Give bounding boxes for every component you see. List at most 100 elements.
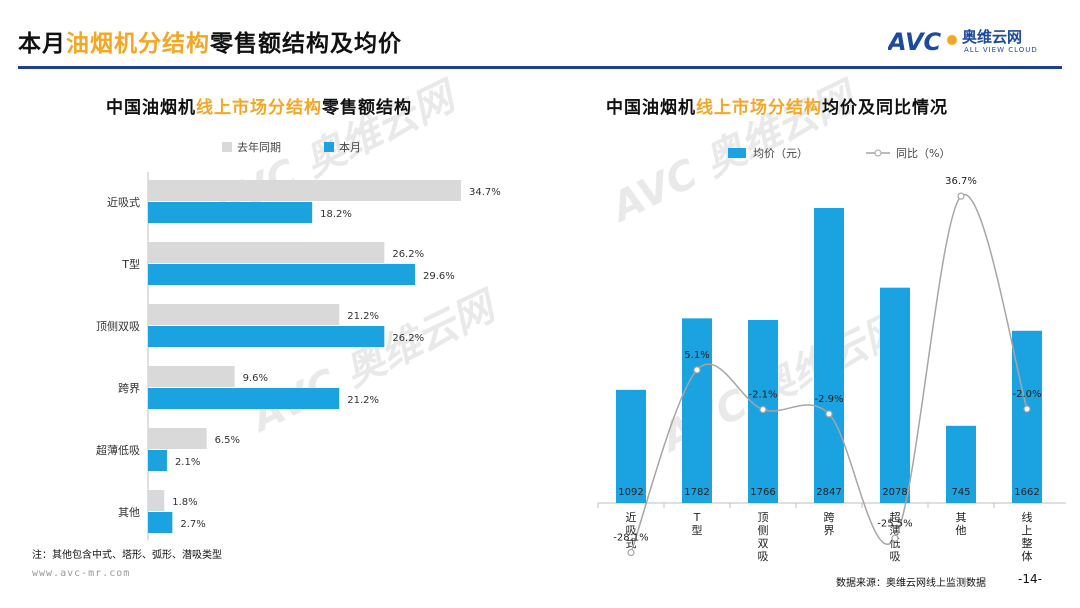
category-label-5-char-0: 其 [956,511,967,524]
title-divider [18,66,1062,69]
category-label-6-char-1: 上 [1022,524,1033,537]
category-label-0-char-0: 近 [626,511,637,524]
bar-1-4 [148,450,167,471]
category-label-4-char-0: 超 [890,510,901,524]
yoy-label-2: -2.1% [748,390,777,401]
category-label-3-char-0: 跨 [824,511,835,524]
yoy-point-3 [825,410,833,418]
bar-value-label-1-4: 2.1% [175,457,200,468]
bar-value-label-1-1: 29.6% [423,271,455,282]
price-bar-5 [946,425,976,503]
footnote: 注：其他包含中式、塔形、弧形、潜吸类型 [32,550,222,561]
left-chart-title: 中国油烟机线上市场分结构零售额结构 [106,98,412,118]
logo-letters: AVC [888,28,942,56]
price-bar-3 [814,208,844,503]
yoy-label-5: 36.7% [945,176,977,187]
bar-value-label-0-2: 21.2% [347,311,379,322]
category-label-1-char-0: T [693,511,701,524]
price-label-5: 745 [951,487,970,498]
legend-swatch-bars [728,148,746,158]
title-highlight: 油烟机分结构 [66,31,210,57]
bar-1-1 [148,264,415,285]
yoy-point-5 [957,192,965,200]
page-title: 本月油烟机分结构零售额结构及均价 [18,24,402,58]
logo-cn-name: 奥维云网 [962,28,1023,46]
bar-value-label-0-1: 26.2% [392,249,424,260]
legend-label-line: 同比（%） [896,147,950,160]
bar-0-1 [148,242,385,263]
price-bar-0 [616,389,646,503]
footer-url[interactable]: www.avc-mr.com [32,568,131,579]
category-label-1-char-1: 型 [692,523,703,537]
bar-1-5 [148,512,173,533]
category-label-3-char-1: 界 [824,524,835,537]
yoy-point-1 [693,366,701,374]
bar-0-0 [148,180,461,201]
avc-logo: AVC 奥维云网 ALL VIEW CLOUD [886,26,1064,56]
price-label-3: 2847 [816,487,841,498]
bar-0-3 [148,366,235,387]
title-suffix: 零售额结构及均价 [210,31,402,57]
legend-label-bars: 均价（元） [753,147,808,160]
category-label-0: 近吸式 [107,196,140,209]
category-label-3: 跨界 [118,382,140,395]
price-bar-1 [682,318,712,503]
category-label-6-char-2: 整 [1022,536,1033,550]
category-label-5-char-1: 他 [956,524,967,537]
bar-value-label-1-3: 21.2% [347,395,379,406]
category-label-2: 顶侧双吸 [96,320,140,333]
bar-0-5 [148,490,165,511]
bar-value-label-0-3: 9.6% [243,373,268,384]
price-label-2: 1766 [750,487,775,498]
category-label-2-char-1: 侧 [758,524,769,537]
legend-swatch-0 [222,142,232,152]
legend-line-dot [874,149,882,157]
bar-0-4 [148,428,207,449]
yoy-label-6: -2.0% [1012,389,1041,400]
category-label-6-char-0: 线 [1022,510,1033,524]
bar-value-label-0-0: 34.7% [469,187,501,198]
bar-1-2 [148,326,385,347]
bar-value-label-0-5: 1.8% [172,497,197,508]
yoy-point-0 [627,548,635,557]
category-label-1: T型 [121,257,140,271]
category-label-2-char-2: 双 [758,537,769,550]
yoy-label-0: -28.1% [613,533,648,544]
category-label-2-char-0: 顶 [758,511,769,524]
yoy-label-1: 5.1% [684,350,709,361]
price-label-1: 1782 [684,487,709,498]
price-label-4: 2078 [882,487,907,498]
bar-1-3 [148,388,340,409]
price-label-0: 1092 [618,487,643,498]
category-label-4-char-2: 低 [890,537,901,550]
bar-value-label-1-2: 26.2% [392,333,424,344]
category-label-5: 其他 [118,506,140,519]
price-label-6: 1662 [1014,487,1039,498]
price-combo-chart: 均价（元） 同比（%）1092近吸式1782T型1766顶侧双吸2847跨界207… [597,147,1066,563]
bar-value-label-0-4: 6.5% [215,435,240,446]
category-label-4-char-1: 薄 [890,523,901,537]
category-label-0-char-1: 吸 [626,524,637,537]
yoy-point-2 [759,405,767,414]
bar-value-label-1-5: 2.7% [180,519,205,530]
legend-swatch-1 [324,142,334,152]
category-label-6-char-3: 体 [1022,549,1033,563]
logo-dot [947,35,957,45]
page-number: -14- [1018,572,1042,586]
title-prefix: 本月 [18,31,66,57]
category-label-4-char-3: 吸 [890,550,901,563]
legend-label-0: 去年同期 [237,140,281,154]
category-label-4: 超薄低吸 [96,443,140,457]
yoy-point-4 [891,534,899,542]
bar-value-label-1-0: 18.2% [320,209,352,220]
bar-0-2 [148,304,340,325]
avc-logo-mark: AVC [886,28,957,56]
right-chart-title: 中国油烟机线上市场分结构均价及同比情况 [606,98,948,118]
legend-label-1: 本月 [339,140,361,154]
data-source: 数据来源：奥维云网线上监测数据 [836,578,986,589]
price-bar-6 [1012,330,1042,503]
category-label-2-char-3: 吸 [758,550,769,563]
yoy-label-3: -2.9% [814,394,843,405]
price-bar-4 [880,287,910,503]
bar-1-0 [148,202,313,223]
